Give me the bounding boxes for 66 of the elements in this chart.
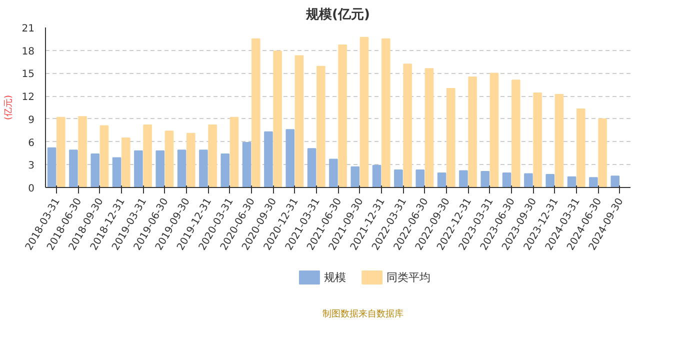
bar	[56, 116, 66, 188]
bar	[143, 124, 152, 188]
bar	[554, 94, 564, 188]
bar	[208, 124, 217, 188]
bar	[273, 50, 282, 188]
bar	[199, 150, 208, 188]
bar	[100, 125, 109, 188]
bar	[360, 36, 369, 188]
bar	[589, 177, 598, 188]
bar	[112, 157, 122, 188]
bar	[177, 150, 186, 188]
bar	[121, 137, 130, 188]
text: 制图数据来自数据库	[322, 308, 404, 320]
bar	[490, 72, 499, 188]
bar	[446, 88, 456, 188]
bar	[511, 80, 520, 188]
y-axis-title: (亿元)	[2, 94, 14, 120]
bar	[156, 150, 165, 188]
bar	[567, 176, 576, 188]
bar	[468, 76, 477, 188]
bar	[230, 116, 239, 188]
bar	[437, 172, 446, 188]
legend-label: 同类平均	[386, 271, 431, 284]
bar	[164, 130, 174, 188]
y-tick-label: 21	[22, 24, 35, 34]
bar	[294, 55, 304, 188]
bar	[372, 164, 382, 188]
legend-label: 规模	[324, 271, 346, 284]
bar	[338, 44, 347, 188]
bar	[502, 172, 512, 188]
y-tick-label: 0	[28, 184, 35, 194]
bar	[186, 132, 196, 188]
bar	[381, 38, 390, 188]
bar	[394, 169, 403, 188]
y-tick-label: 6	[28, 138, 35, 149]
bar	[403, 64, 412, 188]
y-tick-label: 15	[22, 69, 35, 80]
bar	[134, 150, 143, 188]
chart-title: 规模(亿元)	[305, 8, 370, 22]
bar	[416, 169, 425, 188]
bar	[533, 92, 542, 188]
bar	[576, 108, 586, 188]
bar	[598, 118, 607, 188]
bar	[90, 153, 100, 188]
y-tick-label: 3	[28, 160, 35, 172]
bar	[350, 166, 360, 188]
bar	[546, 174, 555, 188]
bar	[47, 147, 56, 188]
bar	[307, 148, 316, 188]
bar	[242, 142, 252, 188]
bar	[78, 116, 87, 188]
bar	[459, 170, 468, 188]
y-tick-label: 9	[28, 114, 35, 126]
y-tick-label: 18	[22, 46, 35, 58]
bar	[524, 173, 533, 188]
bar	[424, 68, 434, 188]
bar	[69, 150, 78, 188]
bar	[480, 171, 490, 188]
y-tick-label: 12	[22, 92, 35, 104]
bar	[220, 153, 230, 188]
bar	[329, 158, 338, 188]
bar	[610, 176, 620, 188]
bar	[264, 131, 273, 188]
bar	[251, 38, 260, 188]
bar	[286, 129, 295, 188]
bar	[316, 66, 326, 188]
